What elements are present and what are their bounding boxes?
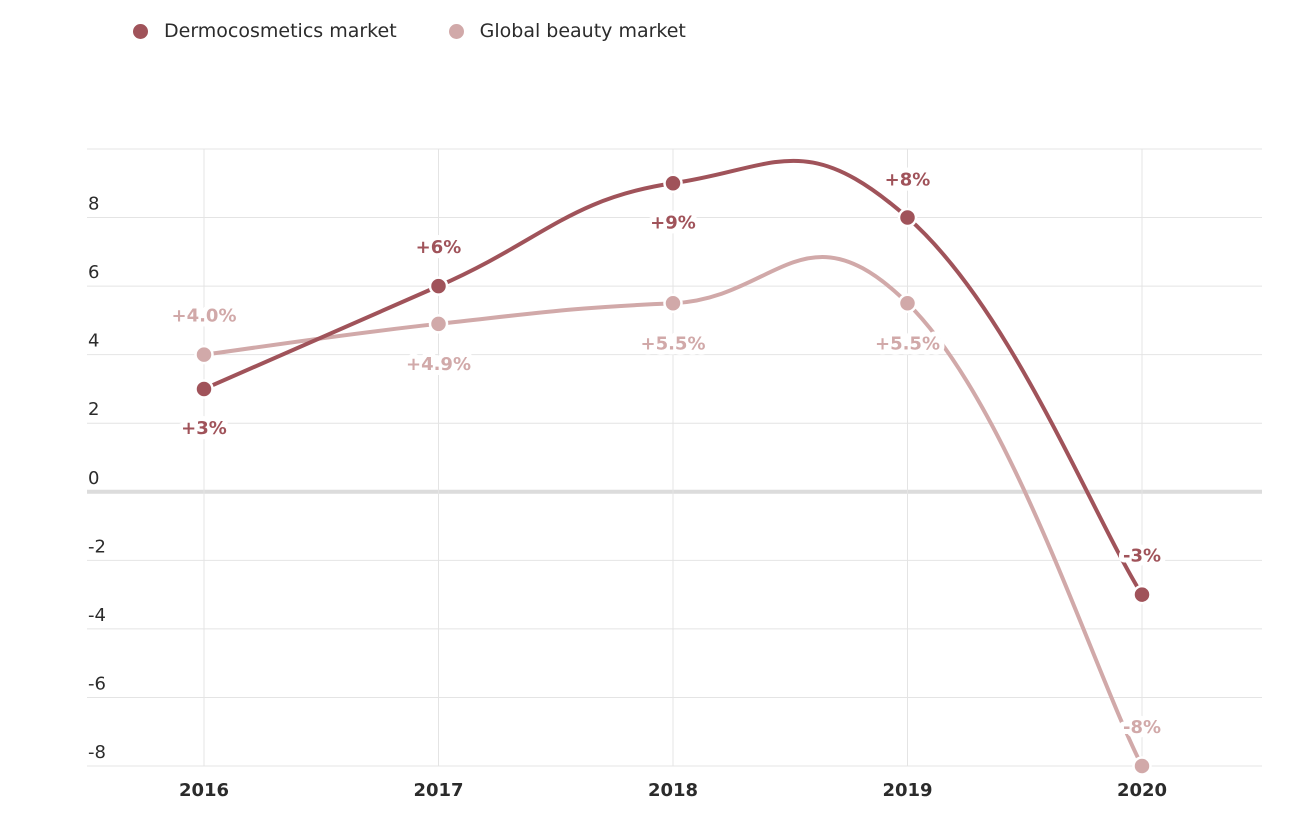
data-point-dermocosmetics[interactable] — [194, 379, 214, 399]
data-label-global-beauty-halo: +4.9% — [406, 354, 471, 375]
data-label-dermocosmetics: +8% — [885, 170, 931, 191]
series-line-global-beauty — [202, 255, 1144, 768]
data-label-global-beauty: +5.5% — [875, 333, 940, 354]
legend-item-dermocosmetics[interactable]: Dermocosmetics market — [133, 20, 397, 42]
data-label-global-beauty: +5.5% — [640, 333, 705, 354]
data-point-global-beauty[interactable] — [663, 293, 683, 313]
data-label-global-beauty-halo: +5.5% — [875, 333, 940, 354]
data-label-global-beauty: +4.0% — [171, 306, 236, 327]
y-tick-label: 2 — [88, 399, 99, 420]
data-label-dermocosmetics-halo: +8% — [885, 170, 931, 191]
data-label-dermocosmetics-halo: -3% — [1123, 546, 1161, 567]
data-labels: +4.0%+4.0%+4.9%+4.9%+5.5%+5.5% +5.5%+5.5%… — [166, 165, 1166, 743]
data-point-dermocosmetics[interactable] — [428, 276, 449, 296]
data-label-dermocosmetics-halo: +9% — [650, 212, 696, 233]
x-tick-label: 2020 — [1117, 780, 1167, 801]
data-label-global-beauty-halo: +5.5% — [640, 333, 705, 354]
data-point-dermocosmetics[interactable] — [897, 207, 918, 228]
data-label-global-beauty-halo: -8% — [1123, 717, 1161, 738]
data-point-global-beauty[interactable] — [897, 293, 918, 313]
grid — [87, 148, 1262, 767]
y-tick-label: -6 — [88, 673, 106, 694]
y-tick-label: 8 — [88, 194, 99, 215]
x-tick-label: 2016 — [179, 780, 229, 801]
legend-marker-global-beauty — [448, 23, 464, 39]
legend: Dermocosmetics market Global beauty mark… — [133, 20, 738, 42]
data-label-global-beauty: +4.9% — [406, 354, 471, 375]
legend-item-global-beauty[interactable]: Global beauty market — [448, 20, 686, 42]
data-label-dermocosmetics-halo: +3% — [181, 418, 227, 439]
y-tick-label: -8 — [88, 742, 106, 763]
y-tick-label: 6 — [88, 262, 99, 283]
x-tick-label: 2019 — [882, 780, 932, 801]
data-label-dermocosmetics: +3% — [181, 418, 227, 439]
series — [194, 158, 1152, 776]
data-label-global-beauty-halo: +4.0% — [171, 306, 236, 327]
legend-label-dermocosmetics: Dermocosmetics market — [164, 20, 397, 42]
data-label-dermocosmetics: -3% — [1123, 546, 1161, 567]
x-tick-label: 2017 — [413, 780, 463, 801]
y-tick-label: -2 — [88, 536, 106, 557]
data-point-global-beauty[interactable] — [194, 344, 214, 365]
data-point-global-beauty[interactable] — [428, 314, 449, 334]
data-label-dermocosmetics: +9% — [650, 212, 696, 233]
data-label-global-beauty: -8% — [1123, 717, 1161, 738]
series-line-dermocosmetics — [202, 158, 1144, 597]
y-tick-label: 0 — [88, 468, 99, 489]
data-point-dermocosmetics[interactable] — [663, 173, 683, 194]
data-point-global-beauty[interactable] — [1132, 756, 1152, 776]
y-tick-label: -4 — [88, 605, 106, 626]
data-label-dermocosmetics-halo: +6% — [416, 237, 462, 258]
y-tick-label: 4 — [88, 331, 99, 352]
axes: 8 6 4 2 0 -2 -4 -6 -8 2016 2017 2018 2019 2020 — [88, 194, 1167, 801]
legend-label-global-beauty: Global beauty market — [479, 20, 686, 42]
x-tick-label: 2018 — [648, 780, 698, 801]
data-label-dermocosmetics: +6% — [416, 237, 462, 258]
data-point-dermocosmetics[interactable] — [1132, 584, 1152, 605]
legend-marker-dermocosmetics — [133, 23, 148, 39]
